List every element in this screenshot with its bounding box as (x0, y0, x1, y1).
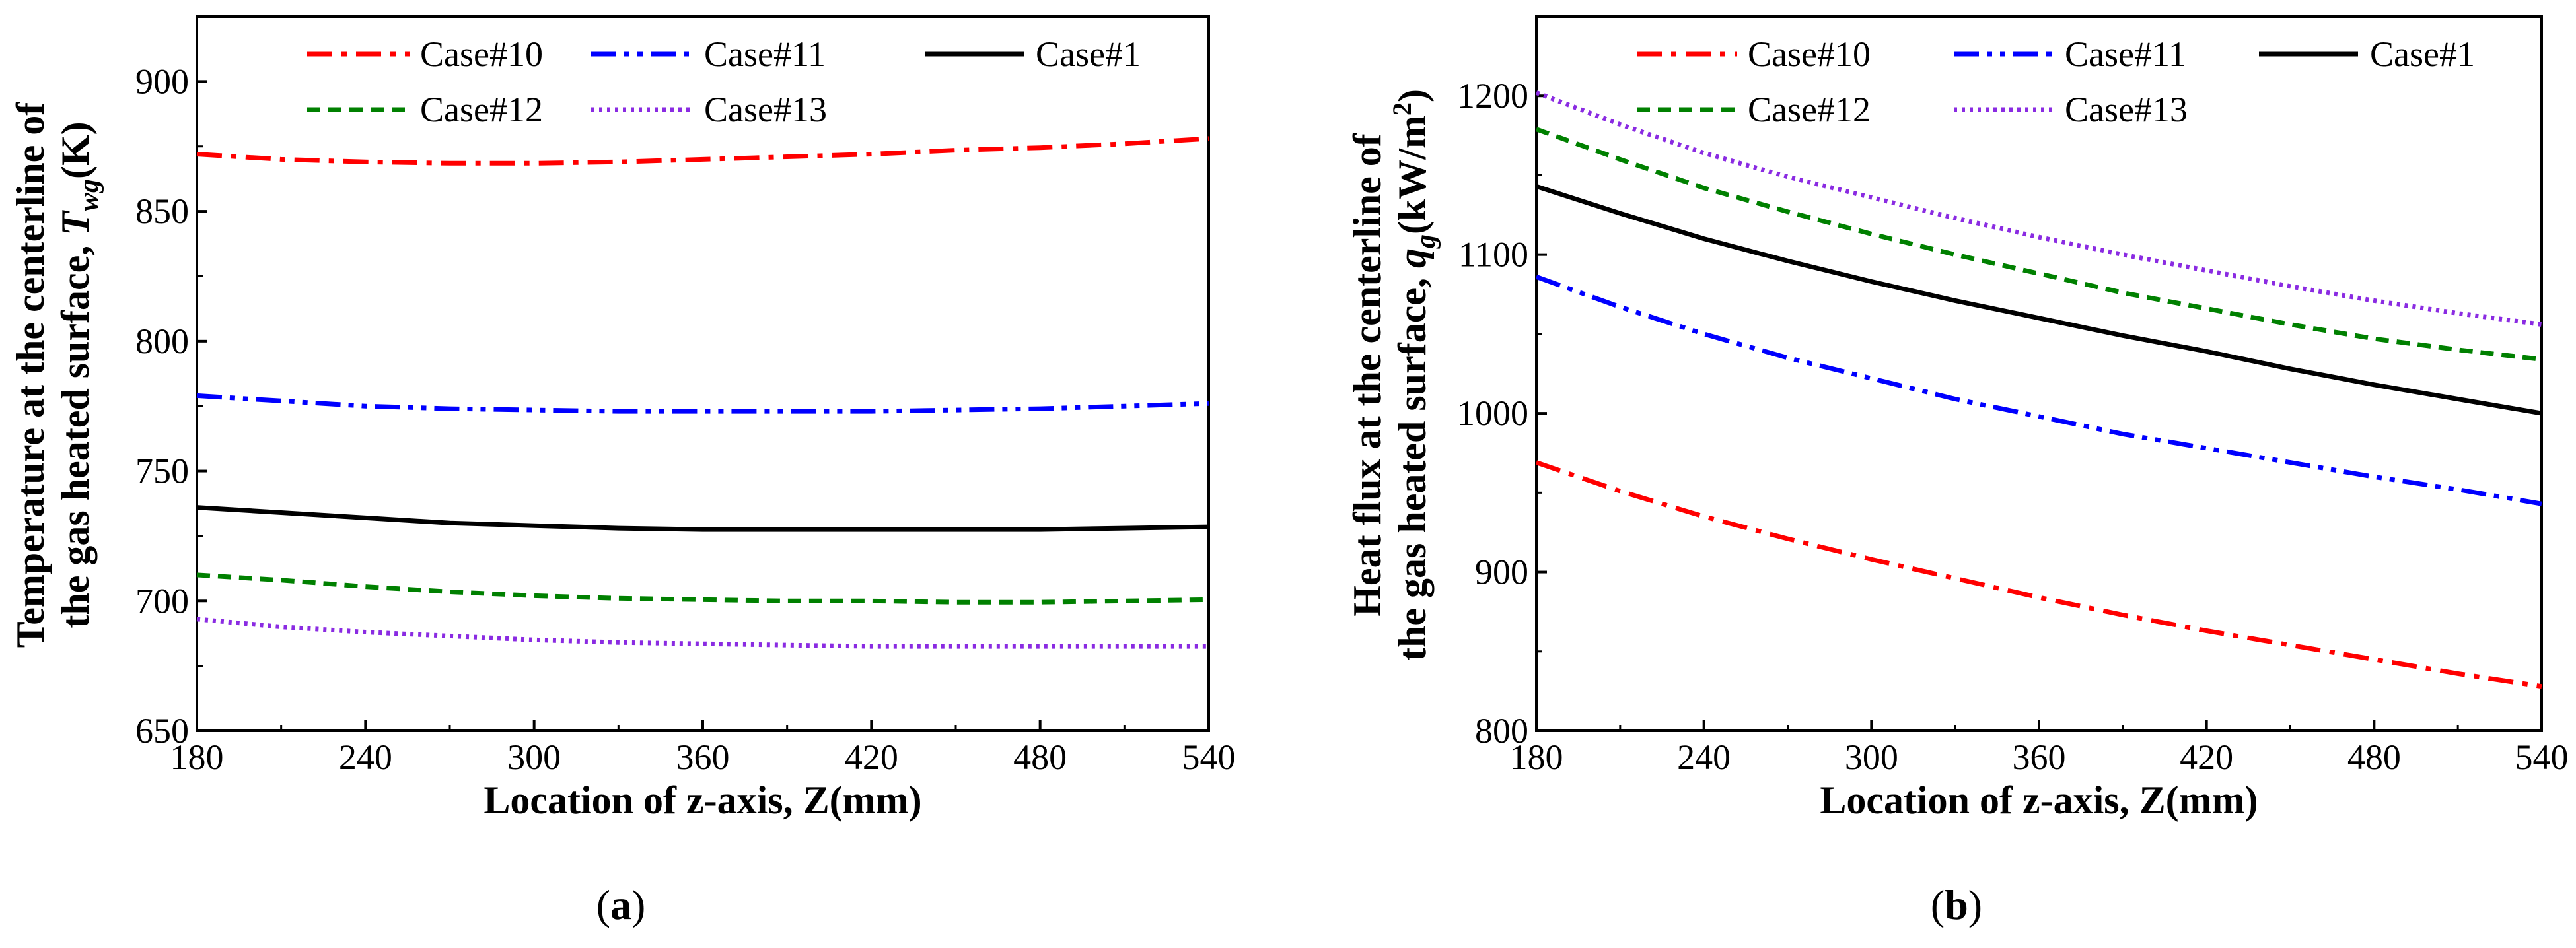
series-line-b-case11 (1535, 275, 2542, 506)
panel-a-y-axis-label-line1: Temperature at the centerline of (9, 102, 52, 648)
x-tick-label-b: 300 (1845, 737, 1898, 777)
panel-a-x-axis-label: Location of z-axis, Z(mm) (483, 778, 921, 822)
panel-b-plot-frame (1535, 15, 2543, 732)
series-line-a-case10 (196, 136, 1209, 166)
series-line-a-case12 (196, 572, 1209, 605)
series-line-a-case13 (196, 617, 1209, 649)
series-line-b-case12 (1535, 127, 2542, 362)
x-tick-label-b: 240 (1677, 737, 1731, 777)
legend-a-case13-label: Case#13 (704, 90, 827, 129)
panel-b-legend: Case#10 Case#11 Case#1 Case#12 Case#13 (1637, 34, 2475, 129)
series-line-a-case11 (196, 393, 1209, 414)
x-tick-label-b: 480 (2347, 737, 2401, 777)
panel-b-series (1535, 90, 2542, 689)
panel-a-plot-frame (196, 15, 1210, 732)
x-tick-label-b: 420 (2180, 737, 2233, 777)
y-tick-label-a: 650 (135, 711, 189, 751)
panel-b-chart: 180 240 300 360 420 480 540800900100011001200 … (1345, 15, 2569, 928)
x-tick-label-b: 180 (1510, 737, 1563, 777)
x-tick-label-a: 240 (339, 737, 392, 777)
x-tick-label-b: 540 (2515, 737, 2569, 777)
y-tick-label-a: 850 (135, 191, 189, 231)
panel-a-ticks: 180 240 300 360 420 480 540 650 700 750 800 850 900 (135, 61, 1236, 777)
y-tick-label-b: 900 (1475, 553, 1528, 592)
x-tick-label-a: 180 (170, 737, 224, 777)
x-tick-label-a: 540 (1182, 737, 1236, 777)
panel-a-legend: Case#10 Case#11 Case#1 Case#12 Case#13 (307, 34, 1141, 129)
legend-a-case11-label: Case#11 (704, 34, 826, 74)
panel-a-chart: 180 240 300 360 420 480 540650700750800850900 … (9, 15, 1236, 928)
x-tick-label-b: 360 (2013, 737, 2066, 777)
y-tick-label-b: 1100 (1458, 235, 1528, 275)
panel-b-x-axis-label: Location of z-axis, Z(mm) (1820, 778, 2258, 822)
x-tick-label-a: 420 (845, 737, 898, 777)
series-line-b-case1 (1535, 184, 2542, 416)
x-tick-label-a: 480 (1013, 737, 1067, 777)
legend-b-case13-label: Case#13 (2065, 90, 2188, 129)
series-line-b-case10 (1535, 460, 2542, 689)
y-tick-label-b: 1200 (1457, 76, 1528, 116)
y-tick-label-b: 800 (1475, 711, 1528, 751)
legend-a-case1-label: Case#1 (1036, 34, 1141, 74)
legend-b-case11-label: Case#11 (2065, 34, 2186, 74)
y-tick-label-a: 900 (135, 61, 189, 101)
y-tick-label-b: 1000 (1457, 393, 1528, 433)
panel-b-y-axis-label-line2: the gas heated surface, qg(kW/m2) (1387, 89, 1441, 661)
y-tick-label-a: 800 (135, 322, 189, 361)
series-line-a-case1 (196, 505, 1209, 532)
x-tick-label-a: 360 (676, 737, 730, 777)
panel-b-caption-label: (b) (1931, 881, 1982, 928)
panel-a-y-axis-label-line2: the gas heated surface, Twg(K) (54, 121, 104, 628)
legend-b-case10-label: Case#10 (1748, 34, 1871, 74)
y-tick-label-a: 700 (135, 581, 189, 621)
panel-a-caption-label: (a) (596, 881, 646, 928)
panel-b-ticks: 180 240 300 360 420 480 540 800 900 1000 1100 1200 (1457, 76, 2569, 777)
legend-b-case1-label: Case#1 (2370, 34, 2475, 74)
y-tick-label-a: 750 (135, 452, 189, 491)
series-line-b-case13 (1535, 90, 2542, 327)
panel-a-series (196, 136, 1209, 649)
panel-b-y-axis-label-line1: Heat flux at the centerline of (1345, 133, 1389, 616)
legend-a-case12-label: Case#12 (420, 90, 543, 129)
legend-b-case12-label: Case#12 (1748, 90, 1871, 129)
legend-a-case10-label: Case#10 (420, 34, 543, 74)
x-tick-label-a: 300 (507, 737, 561, 777)
